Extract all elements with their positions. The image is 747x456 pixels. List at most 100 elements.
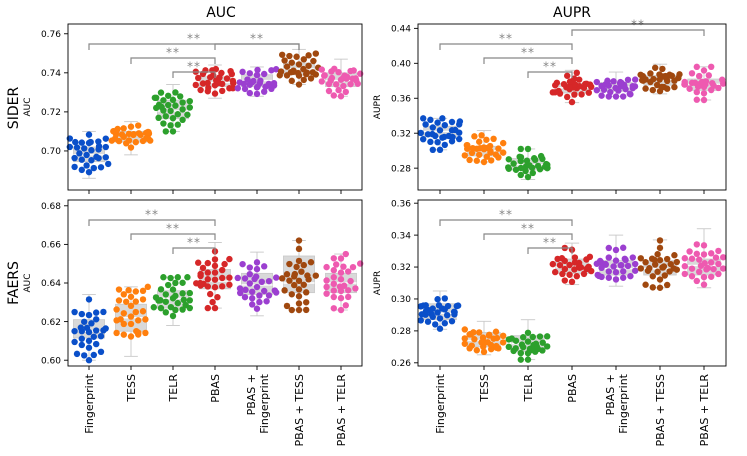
data-point (288, 291, 295, 298)
data-point (239, 260, 246, 268)
data-point (578, 91, 585, 98)
data-point (505, 343, 512, 351)
data-point (715, 270, 722, 278)
data-point (179, 290, 186, 297)
data-point (340, 263, 347, 270)
data-point (436, 127, 444, 134)
y-axis-label: AUPR (373, 271, 383, 295)
ytick-label: 0.36 (391, 199, 411, 209)
data-point (436, 315, 444, 322)
significance-label: ** (250, 32, 264, 46)
category-2 (150, 274, 193, 326)
data-point (480, 158, 488, 166)
xtick-label-line: PBAS + TELR (335, 374, 348, 447)
data-point (323, 283, 330, 291)
data-point (318, 78, 325, 85)
data-point (76, 150, 83, 157)
xtick-label-line: TELR (167, 374, 180, 403)
data-point (204, 259, 211, 267)
data-point (330, 92, 337, 99)
data-point (517, 171, 524, 179)
ytick-label: 0.62 (41, 318, 61, 328)
data-point (648, 255, 656, 262)
data-point (242, 286, 249, 294)
ytick-label: 0.72 (41, 108, 61, 118)
data-point (169, 312, 177, 320)
data-point (85, 344, 93, 351)
data-point (113, 329, 120, 337)
data-point (486, 331, 493, 339)
xtick-label: PBAS (209, 374, 222, 403)
data-point (691, 79, 699, 86)
data-point (246, 89, 253, 97)
data-point (249, 301, 256, 308)
data-point (295, 293, 303, 300)
data-point (184, 274, 191, 281)
data-point (258, 278, 265, 286)
data-point (307, 259, 315, 266)
data-point (473, 157, 480, 164)
ytick-label: 0.34 (391, 231, 411, 241)
data-point (167, 107, 174, 115)
data-point (174, 274, 181, 281)
data-point (73, 144, 81, 151)
ytick-label: 0.64 (41, 279, 61, 289)
data-point (532, 340, 540, 347)
significance-bracket (88, 219, 216, 226)
data-point (347, 277, 354, 285)
xtick-label: Fingerprint (434, 373, 447, 433)
significance-bracket (527, 247, 573, 254)
data-point (512, 345, 519, 352)
data-point (270, 79, 278, 87)
data-point (480, 144, 488, 151)
data-point (700, 273, 708, 281)
data-point (543, 160, 550, 168)
category-5 (637, 63, 683, 95)
data-point (219, 266, 226, 274)
data-point (441, 141, 448, 149)
data-point (417, 129, 424, 137)
data-point (664, 255, 671, 263)
data-point (71, 163, 78, 171)
data-point (647, 70, 654, 77)
data-point (71, 154, 78, 162)
panel-sider-aupr: 0.28 0.32 0.36 0.40 0.44 AUPR ** ** ** ** (373, 18, 727, 194)
data-point (303, 289, 310, 296)
data-point (160, 120, 167, 127)
data-point (244, 76, 251, 83)
data-point (125, 287, 132, 294)
data-point (715, 247, 722, 255)
data-point (536, 333, 544, 340)
data-point (102, 325, 109, 332)
data-point (434, 309, 441, 316)
ytick-label: 0.30 (391, 295, 411, 305)
data-point (78, 310, 86, 318)
data-point (688, 255, 696, 262)
data-point (205, 84, 212, 92)
data-point (160, 274, 167, 281)
category-2 (151, 84, 193, 135)
data-point (484, 339, 491, 346)
data-point (620, 274, 627, 281)
data-point (286, 260, 293, 268)
data-point (464, 141, 471, 149)
xtick-label-line: PBAS (209, 374, 222, 403)
data-point (486, 142, 494, 150)
data-point (204, 304, 211, 312)
data-point (293, 53, 300, 60)
data-point (182, 301, 189, 309)
significance-label: ** (166, 222, 180, 236)
panel-faers-auc: 0.60 0.62 0.64 0.66 0.68 AUC ** ** ** Fingerprint… (23, 199, 364, 447)
data-point (573, 272, 580, 280)
significance-label: ** (166, 46, 180, 60)
data-point (686, 85, 693, 92)
data-point (654, 251, 661, 258)
data-point (90, 164, 98, 172)
xtick-label-line: Fingerprint (258, 373, 271, 433)
data-point (172, 89, 179, 96)
data-point (476, 151, 483, 158)
data-point (241, 293, 249, 301)
data-point (593, 78, 600, 86)
data-point (688, 70, 696, 77)
data-point (341, 72, 348, 79)
